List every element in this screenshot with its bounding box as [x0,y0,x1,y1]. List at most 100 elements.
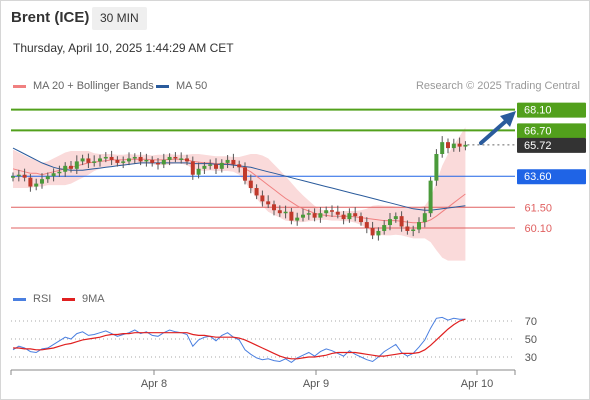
candle-body [156,162,160,165]
candle-body [457,143,462,147]
candle-body [428,180,433,214]
candle-body [272,204,276,211]
candle-body [63,165,68,172]
candle-body [405,226,410,231]
candle-body [446,142,450,149]
legend-9ma-label: 9MA [82,293,105,305]
level-box-resistance [517,102,586,118]
candle-body [324,210,329,214]
candle-body [196,168,201,175]
legend-ma50: MA 50 [156,80,207,92]
candle-body [422,213,427,223]
candle-body [115,159,120,163]
candle-body [434,154,439,181]
candle-body [150,159,155,163]
candle-body [214,164,218,169]
rsi-swatch [13,297,26,301]
candle-body [451,143,456,149]
x-tick-label: Apr 10 [461,378,493,390]
candle-body [40,179,44,184]
candle-body [376,230,381,236]
candle-body [138,156,143,162]
candle-body [179,158,184,160]
candle-body [289,211,294,221]
bollinger-band [13,127,466,261]
candle-body [190,161,195,175]
instrument-title: Brent (ICE) [11,9,90,26]
candle-body [132,156,137,159]
level-label-current: 65.72 [524,140,552,152]
candle-body [74,161,79,169]
candle-body [260,195,265,202]
candle-body [254,188,259,196]
legend-ma20-label: MA 20 + Bollinger Bands [33,80,154,92]
candle-body [248,180,253,189]
candle-body [51,173,56,177]
candle-body [399,216,404,227]
candle-body [237,164,242,168]
timestamp: Thursday, April 10, 2025 1:44:29 AM CET [13,41,234,55]
candle-body [173,156,178,159]
candle-body [353,213,358,217]
rsi-line [12,316,466,364]
candle-body [219,162,224,169]
candle-body [411,229,416,231]
level-box-resistance [517,123,586,139]
candle-body [266,201,271,205]
candle-body [202,165,207,169]
candle-body [69,165,73,169]
candle-body [364,222,369,228]
candle-body [231,159,236,165]
candle-body [388,219,392,226]
candle-body [121,161,126,163]
rsi-ma-line [13,318,466,360]
candle-body [312,213,317,218]
x-tick-label: Apr 8 [141,378,167,390]
candle-body [295,217,300,221]
candle-body [161,159,166,165]
candle-body [463,144,468,147]
candle-body [144,159,149,162]
9ma-swatch [62,297,75,301]
candle-body [11,176,15,178]
level-label-support: 60.10 [524,223,552,235]
candle-body [347,213,352,220]
candle-body [225,159,230,163]
forecast-arrow [479,119,508,145]
candle-body [92,161,97,163]
candle-body [80,158,85,162]
candle-body [22,174,27,178]
candle-body [243,167,247,181]
ma20-swatch [13,84,26,88]
level-label-support: 61.50 [524,202,552,214]
candle-body [370,228,375,236]
level-label-resistance: 66.70 [524,125,552,137]
legend-ma50-label: MA 50 [176,80,208,92]
candle-body [301,214,305,218]
candle-body [167,156,172,160]
level-label-pivot: 63.60 [524,171,552,183]
credit-text: Research © 2025 Trading Central [415,80,580,92]
level-box-pivot [517,169,586,185]
candle-body [127,158,131,162]
candle-body [277,210,282,214]
candle-body [330,210,334,212]
candle-body [45,176,50,180]
candle-body [440,142,445,154]
x-tick-label: Apr 9 [303,378,329,390]
candle-body [109,156,114,160]
candle-body [335,211,340,215]
legend-rsi-label: RSI [33,293,52,305]
candle-body [208,164,213,166]
candle-body [341,214,346,220]
candle-body [306,213,311,215]
rsi-tick-label: 50 [525,334,537,346]
candle-body [98,158,102,162]
ma50-swatch [156,84,169,88]
legend-rsi: RSI [13,293,51,305]
timeframe-badge[interactable]: 30 MIN [92,7,147,30]
candle-body [16,174,21,177]
candle-body [86,158,91,163]
candle-body [417,222,421,230]
